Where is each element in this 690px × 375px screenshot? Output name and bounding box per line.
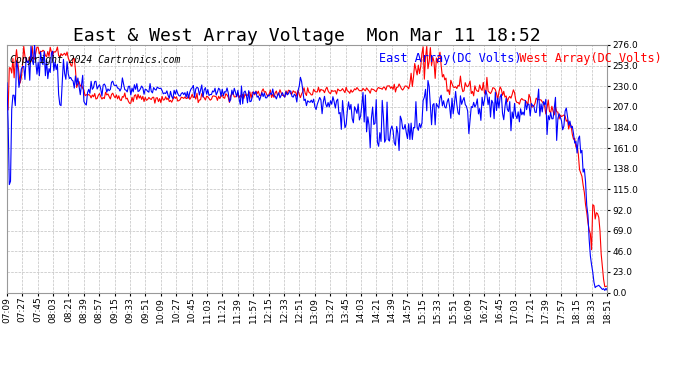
Text: Copyright 2024 Cartronics.com: Copyright 2024 Cartronics.com [10,55,180,65]
Text: West Array(DC Volts): West Array(DC Volts) [505,53,662,65]
Text: East Array(DC Volts): East Array(DC Volts) [379,53,522,65]
Title: East & West Array Voltage  Mon Mar 11 18:52: East & West Array Voltage Mon Mar 11 18:… [73,27,541,45]
